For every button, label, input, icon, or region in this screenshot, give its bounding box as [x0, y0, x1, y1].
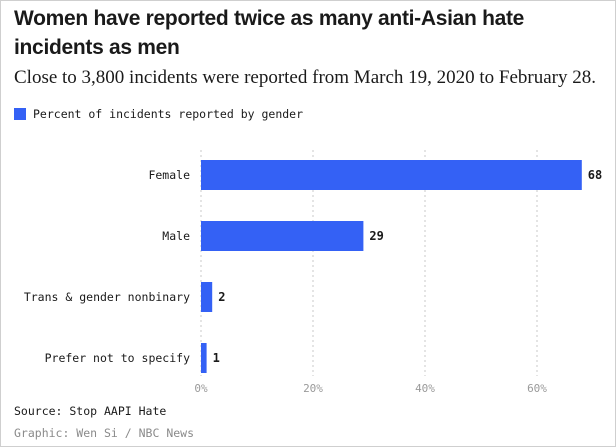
chart-subtitle: Close to 3,800 incidents were reported f… [14, 67, 597, 88]
source-note: Source: Stop AAPI Hate [14, 404, 167, 418]
x-tick-label: 60% [527, 382, 547, 395]
value-label: 29 [369, 229, 383, 243]
bar-male [201, 221, 364, 251]
category-label: Trans & gender nonbinary [24, 290, 190, 304]
value-label: 1 [213, 351, 220, 365]
legend-label: Percent of incidents reported by gender [33, 107, 304, 121]
bar-female [201, 160, 582, 190]
bar-prefer-not-to-specify [201, 343, 207, 373]
x-tick-label: 40% [415, 382, 435, 395]
category-label: Prefer not to specify [45, 351, 190, 365]
legend: Percent of incidents reported by gender [14, 106, 303, 122]
legend-swatch [14, 108, 26, 120]
chart-title: Women have reported twice as many anti-A… [14, 7, 525, 59]
graphic-credit: Graphic: Wen Si / NBC News [14, 426, 195, 440]
x-tick-label: 20% [303, 382, 323, 395]
x-tick-label: 0% [194, 382, 208, 395]
value-label: 68 [588, 168, 602, 182]
value-label: 2 [218, 290, 225, 304]
bar-trans-gender-nonbinary [201, 282, 213, 312]
category-label: Male [162, 229, 190, 243]
category-label: Female [148, 168, 190, 182]
